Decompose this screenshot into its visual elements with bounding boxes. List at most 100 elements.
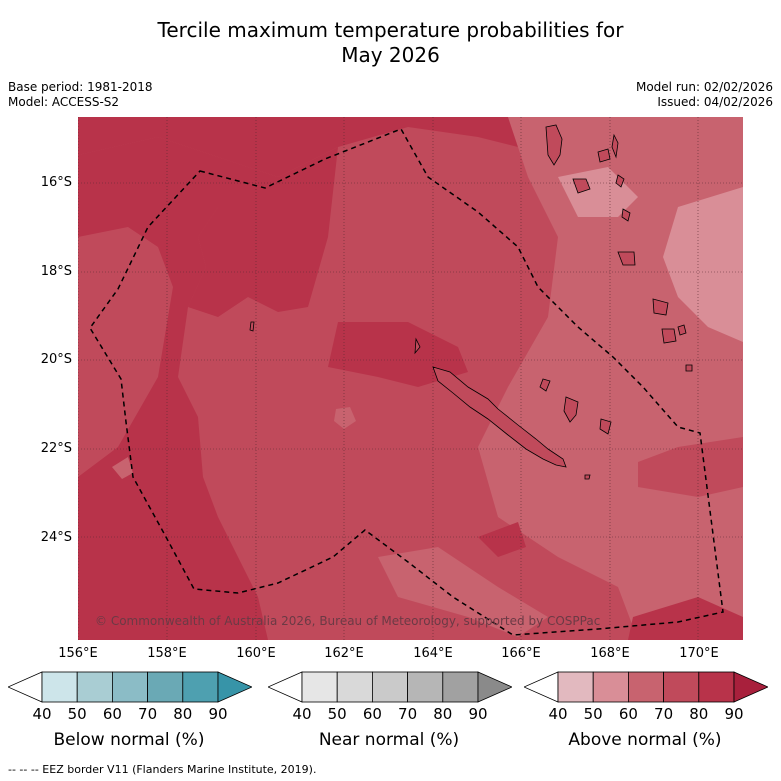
lon-label: 160°E <box>236 646 276 661</box>
colorbar-segment <box>147 671 184 703</box>
small-island-1 <box>685 364 693 372</box>
field-region-central <box>188 147 338 317</box>
colorbar-tick-label: 90 <box>468 705 488 723</box>
title-line-1: Tercile maximum temperature probabilitie… <box>157 18 624 42</box>
colorbar-above <box>524 671 768 703</box>
gridlines <box>78 117 743 640</box>
pentecost-island <box>597 148 611 163</box>
map-canvas <box>78 117 743 640</box>
ouvea-island <box>539 378 551 392</box>
chesterfield-island <box>249 321 255 332</box>
colorbar-tick-label: 60 <box>618 705 638 723</box>
new-caledonia-island <box>432 366 567 468</box>
colorbar-tick-label: 80 <box>433 705 453 723</box>
small-island-2 <box>584 474 591 480</box>
colorbar-segment <box>407 671 444 703</box>
colorbar-tick-label: 60 <box>362 705 382 723</box>
colorbar-tick-label: 90 <box>208 705 228 723</box>
field-blotch-1 <box>334 407 356 429</box>
lon-label: 168°E <box>590 646 630 661</box>
colorbar-segment <box>663 671 700 703</box>
colorbar-tick-label: 70 <box>654 705 674 723</box>
lon-label: 164°E <box>413 646 453 661</box>
field-region-south-light <box>378 547 548 637</box>
malakula-island <box>572 178 591 194</box>
lat-label: 18°S <box>40 264 72 279</box>
futuna-island <box>677 324 687 336</box>
chart-title: Tercile maximum temperature probabilitie… <box>0 18 781 68</box>
colorbar-tick-label: 60 <box>102 705 122 723</box>
colorbar-tick-label: 90 <box>724 705 744 723</box>
lon-label: 158°E <box>147 646 187 661</box>
colorbar-segment <box>41 671 78 703</box>
colorbar-segment <box>698 671 735 703</box>
aneityum-island <box>661 328 677 344</box>
colorbar-label-above: Above normal (%) <box>568 730 722 750</box>
colorbar-segment <box>112 671 149 703</box>
lat-label: 22°S <box>40 441 72 456</box>
colorbar-segment <box>442 671 479 703</box>
colorbar-tick-label: 70 <box>398 705 418 723</box>
colorbar-segment <box>628 671 665 703</box>
colorbar-segment <box>557 671 594 703</box>
colorbar-near <box>268 671 512 703</box>
field-region-west-mid <box>78 227 173 477</box>
colorbar-tick-label: 50 <box>583 705 603 723</box>
colorbar-extend-low <box>268 671 303 703</box>
colorbar-tick-label: 50 <box>67 705 87 723</box>
colorbar-label-below: Below normal (%) <box>53 730 205 750</box>
eez-border <box>89 128 724 636</box>
colorbar-segment <box>301 671 338 703</box>
efate-island <box>621 208 631 222</box>
colorbar-segment <box>592 671 629 703</box>
colorbar-extend-high <box>217 671 252 703</box>
field-region-top <box>78 117 518 177</box>
lon-label: 170°E <box>679 646 719 661</box>
map-panel <box>78 117 743 640</box>
colorbar-tick-label: 40 <box>32 705 52 723</box>
eez-footnote: -- -- -- EEZ border V11 (Flanders Marine… <box>8 763 317 776</box>
copyright-notice: © Commonwealth of Australia 2026, Bureau… <box>95 614 601 628</box>
colorbar-label-near: Near normal (%) <box>318 730 460 750</box>
colorbar-tick-label: 70 <box>138 705 158 723</box>
meta-left: Base period: 1981-2018 Model: ACCESS-S2 <box>8 80 153 110</box>
colorbar-segment <box>182 671 219 703</box>
title-line-2: May 2026 <box>341 43 440 67</box>
colorbar-segment <box>76 671 113 703</box>
colorbar-tick-label: 40 <box>548 705 568 723</box>
base-period: Base period: 1981-2018 <box>8 80 153 94</box>
field-region-belt <box>328 322 468 387</box>
lon-label: 156°E <box>58 646 98 661</box>
maewo-island <box>611 133 619 159</box>
lat-label: 20°S <box>40 352 72 367</box>
issued-date: Issued: 04/02/2026 <box>657 95 773 109</box>
model-run: Model run: 02/02/2026 <box>635 80 773 94</box>
colorbar-segment <box>336 671 373 703</box>
colorbar-tick-label: 80 <box>689 705 709 723</box>
mare-island <box>599 418 612 435</box>
colorbar-extend-low <box>524 671 559 703</box>
field-region-east-light <box>663 187 743 342</box>
ambrym-island <box>615 174 625 188</box>
colorbar-extend-high <box>477 671 512 703</box>
colorbar-extend-low <box>8 671 43 703</box>
colorbar-tick-label: 80 <box>173 705 193 723</box>
lat-label: 24°S <box>40 530 72 545</box>
colorbar-tick-label: 50 <box>327 705 347 723</box>
tanna-island <box>652 298 669 316</box>
lon-label: 166°E <box>501 646 541 661</box>
colorbar-tick-label: 40 <box>292 705 312 723</box>
colorbar-below <box>8 671 252 703</box>
model-name: Model: ACCESS-S2 <box>8 95 120 109</box>
lat-label: 16°S <box>40 175 72 190</box>
lon-label: 162°E <box>324 646 364 661</box>
erromango-island <box>617 251 636 266</box>
meta-right: Model run: 02/02/2026 Issued: 04/02/2026 <box>636 80 773 110</box>
field-patch-south <box>478 522 526 557</box>
espiritu-santo-island <box>545 124 563 166</box>
colorbar-segment <box>372 671 409 703</box>
colorbar-extend-high <box>733 671 768 703</box>
field-patch-se <box>628 597 743 640</box>
lifou-island <box>563 396 579 423</box>
field-blotch-2 <box>112 457 133 479</box>
